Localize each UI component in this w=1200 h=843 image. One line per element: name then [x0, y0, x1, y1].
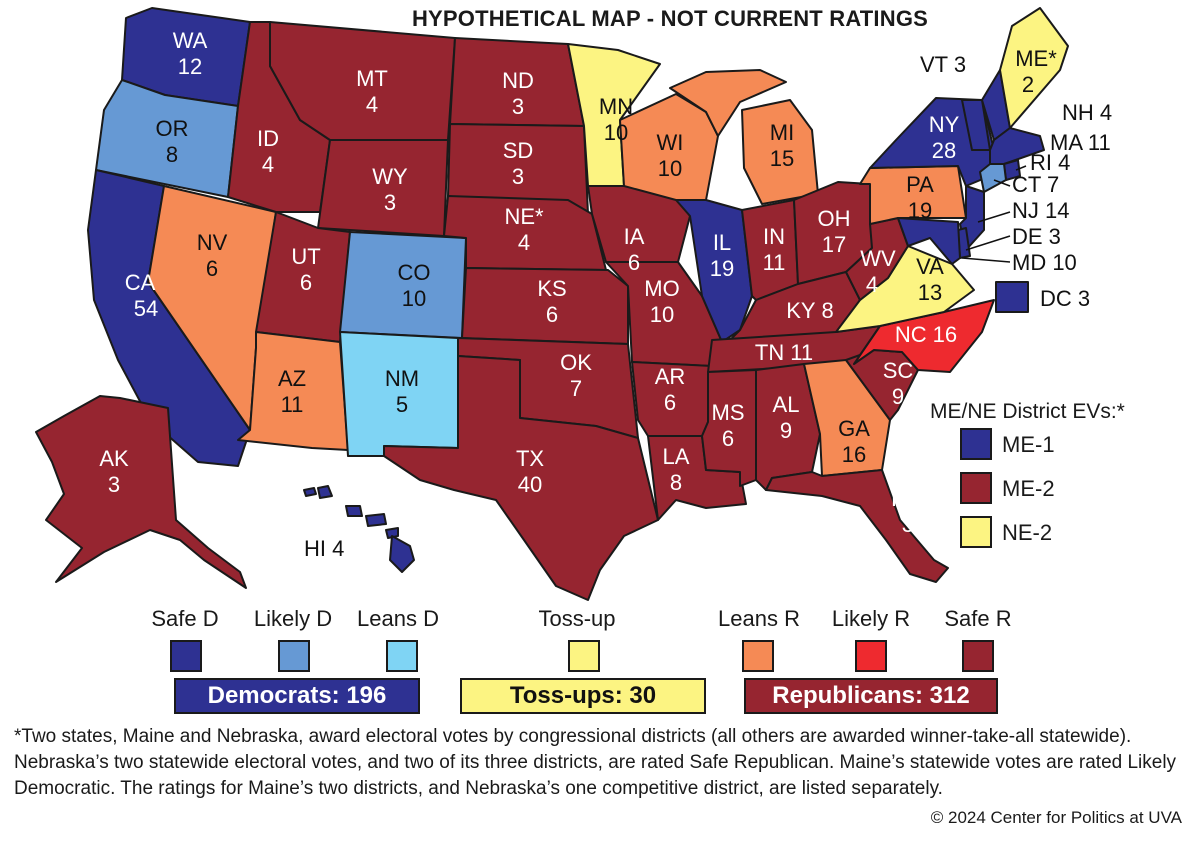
label-NM: NM 5	[385, 366, 419, 417]
label-NH: NH 4	[1062, 100, 1112, 125]
label-AL: AL 9	[773, 392, 800, 443]
label-NV: NV 6	[197, 230, 228, 281]
label-AZ: AZ 11	[278, 366, 306, 417]
label-MT: MT 4	[356, 66, 388, 117]
state-TX[interactable]	[383, 355, 659, 601]
label-MO: MO 10	[644, 276, 679, 327]
state-labels: WA 12 OR 8 CA 54 NV 6 ID 4 MT 4 WY 3 UT 6 AZ 11 C…	[99, 28, 1057, 537]
state-CO[interactable]	[339, 231, 467, 339]
label-VT: VT 3	[920, 52, 966, 77]
label-MA: MA 11	[1050, 130, 1111, 155]
district-swatch	[960, 516, 992, 548]
legend-label-safe-d: Safe D	[151, 606, 219, 631]
state-HI-2[interactable]	[317, 485, 333, 499]
label-FL: FL 30	[891, 486, 926, 537]
label-WI: WI 10	[657, 130, 684, 181]
map-title: HYPOTHETICAL MAP - NOT CURRENT RATINGS	[411, 6, 929, 31]
legend-label-likely-r: Likely R	[831, 606, 911, 631]
legend-label-tossup: Toss-up	[538, 606, 616, 631]
legend-label-leans-r: Leans R	[718, 606, 800, 631]
state-MD[interactable]	[897, 217, 961, 265]
state-HI-1[interactable]	[303, 487, 317, 497]
district-swatch	[960, 472, 992, 504]
label-CA: CA 54	[125, 270, 159, 321]
label-WV: WV 4	[860, 246, 896, 297]
label-VA: VA 13	[916, 254, 944, 305]
label-IA: IA 6	[624, 224, 645, 275]
total-democrats: Democrats: 196	[174, 678, 420, 714]
label-MN: MN 10	[599, 94, 633, 145]
label-ND: ND 3	[502, 68, 534, 119]
copyright: © 2024 Center for Politics at UVA	[930, 808, 1182, 827]
label-CO: CO 10	[398, 260, 431, 311]
state-CT[interactable]	[979, 163, 1007, 193]
label-NY: NY 28	[929, 112, 960, 163]
label-NE: NE* 4	[504, 204, 544, 255]
state-HI-5[interactable]	[385, 527, 399, 539]
label-CT: CT 7	[1012, 172, 1059, 197]
external-labels: VT 3 NH 4 MA 11 RI 4 CT 7 NJ 14 DE 3 MD …	[304, 52, 1112, 561]
legend-swatch-leans-r	[742, 640, 774, 672]
label-TX: TX 40	[516, 446, 544, 497]
district-legend-title: ME/NE District EVs:*	[930, 400, 1125, 423]
label-UT: UT 6	[291, 244, 320, 295]
district-label: ME-1	[1002, 432, 1055, 457]
label-WY: WY 3	[372, 164, 408, 215]
label-MS: MS 6	[712, 400, 745, 451]
label-WA: WA 12	[173, 28, 208, 79]
label-RI: RI 4	[1030, 150, 1070, 175]
state-HI-6[interactable]	[389, 535, 415, 573]
district-label: NE-2	[1002, 520, 1053, 545]
label-GA: GA 16	[838, 416, 870, 467]
state-HI-4[interactable]	[365, 513, 387, 527]
label-KS: KS 6	[537, 276, 566, 327]
legend-swatch-safe-d	[170, 640, 202, 672]
label-DE: DE 3	[1012, 224, 1061, 249]
state-MI-UP[interactable]	[669, 69, 787, 137]
label-IN: IN 11	[763, 224, 786, 275]
label-ME: ME* 2	[1015, 46, 1057, 97]
state-KS[interactable]	[461, 267, 629, 345]
label-OR: OR 8	[156, 116, 189, 167]
state-WI[interactable]	[619, 93, 719, 201]
state-AK[interactable]	[35, 395, 247, 589]
legend-label-leans-d: Leans D	[357, 606, 439, 631]
legend-label-likely-d: Likely D	[253, 606, 333, 631]
label-AK: AK 3	[99, 446, 129, 497]
legend-label-safe-r: Safe R	[944, 606, 1012, 631]
total-tossups: Toss-ups: 30	[460, 678, 706, 714]
label-MI: MI 15	[770, 120, 794, 171]
label-OK: OK 7	[560, 350, 592, 401]
label-LA: LA 8	[663, 444, 690, 495]
legend-swatch-likely-r	[855, 640, 887, 672]
district-label: ME-2	[1002, 476, 1055, 501]
label-ID: ID 4	[257, 126, 279, 177]
label-SC: SC 9	[883, 358, 914, 409]
leader-lines	[961, 165, 1027, 263]
label-OH: OH 17	[818, 206, 851, 257]
label-DC: DC 3	[1040, 286, 1090, 311]
label-NC: NC 16	[895, 322, 957, 347]
state-FL[interactable]	[765, 469, 949, 583]
label-SD: SD 3	[503, 138, 534, 189]
label-PA: PA 19	[906, 172, 934, 223]
legend-swatch-tossup	[568, 640, 600, 672]
label-TN: TN 11	[755, 340, 813, 365]
total-republicans: Republicans: 312	[744, 678, 998, 714]
label-NJ: NJ 14	[1012, 198, 1069, 223]
legend-swatch-safe-r	[962, 640, 994, 672]
label-HI: HI 4	[304, 536, 344, 561]
footnote: *Two states, Maine and Nebraska, award e…	[14, 726, 1177, 799]
state-HI-3[interactable]	[345, 505, 363, 517]
legend-swatch-leans-d	[386, 640, 418, 672]
legend-swatch-likely-d	[278, 640, 310, 672]
label-AR: AR 6	[655, 364, 686, 415]
label-IL: IL 19	[710, 230, 734, 281]
label-KY: KY 8	[786, 298, 834, 323]
label-MD: MD 10	[1012, 250, 1077, 275]
district-swatch	[960, 428, 992, 460]
state-DC[interactable]	[995, 281, 1029, 313]
